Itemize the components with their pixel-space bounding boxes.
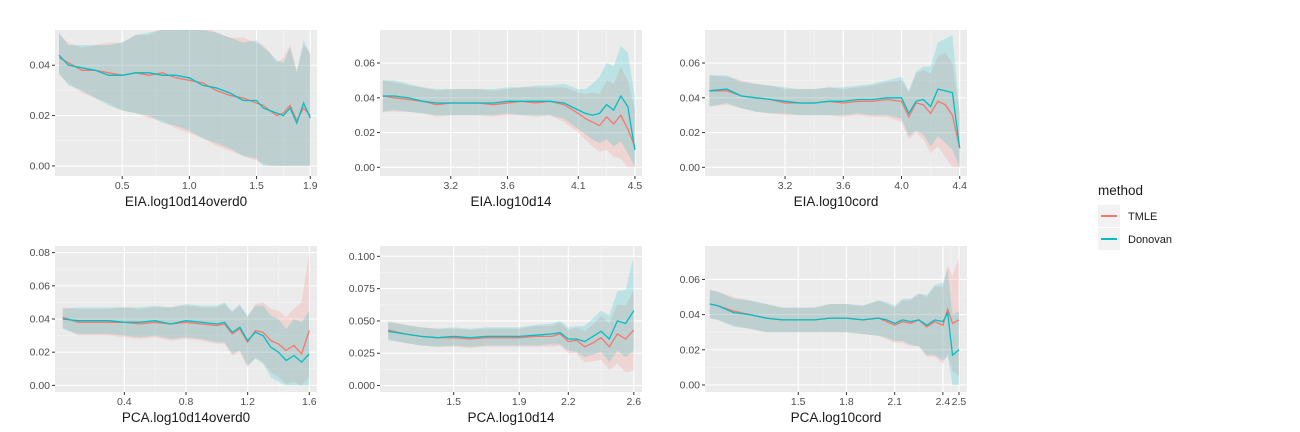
panel-1: 0.00 0.02 0.04 0.5 1.0 1.5 1.9 EIA.log10d14over…	[30, 30, 318, 209]
x-tick-label: 1.9	[512, 396, 527, 408]
y-tick-label: 0.00	[680, 379, 701, 391]
x-tick-label: 1.9	[303, 180, 318, 192]
x-tick-label: 4.1	[571, 180, 586, 192]
ribbon-donovan	[709, 268, 959, 385]
ribbon-tmle	[388, 289, 634, 373]
y-tick-label: 0.00	[30, 160, 51, 172]
panel-background	[55, 30, 317, 176]
series-line-tmle	[382, 95, 636, 147]
y-tick-label: 0.02	[30, 110, 51, 122]
panel-3: 0.00 0.02 0.04 0.06 3.2 3.6 4.0 4.4 EIA.log10cor…	[680, 30, 967, 209]
y-tick-label: 0.025	[349, 348, 375, 360]
y-tick-label: 0.04	[355, 92, 376, 104]
plot-area	[709, 35, 961, 168]
y-tick-label: 0.06	[30, 280, 51, 292]
panel-6: 0.00 0.02 0.04 0.06 1.5 1.8 2.1 2.4 2.5 PCA.log10…	[680, 246, 967, 425]
y-tick-label: 0.04	[680, 309, 701, 321]
y-tick-label: 0.08	[30, 247, 51, 259]
y-tick-label: 0.000	[349, 380, 375, 392]
plot-area	[709, 258, 960, 385]
x-axis-title: EIA.log10cord	[794, 194, 879, 209]
x-tick-label: 4.0	[894, 180, 909, 192]
y-tick-label: 0.02	[680, 127, 701, 139]
y-tick-label: 0.02	[355, 127, 376, 139]
x-tick-label: 1.6	[302, 396, 317, 408]
ribbon-tmle	[59, 30, 311, 166]
y-tick-label: 0.02	[30, 347, 51, 359]
panel-background	[380, 246, 642, 392]
ribbon-tmle	[62, 252, 310, 386]
x-tick-label: 2.6	[627, 396, 642, 408]
y-tick-label: 0.00	[355, 162, 376, 174]
plot-area	[388, 256, 635, 373]
x-tick-label: 1.5	[791, 396, 806, 408]
x-tick-label: 2.2	[561, 396, 576, 408]
x-tick-label: 2.4	[936, 396, 951, 408]
x-axis-title: PCA.log10d14overd0	[122, 410, 250, 425]
legend-title: method	[1098, 183, 1143, 198]
x-tick-label: 1.0	[182, 180, 197, 192]
y-tick-label: 0.04	[680, 92, 701, 104]
series-line-donovan	[382, 94, 636, 151]
y-tick-label: 0.06	[680, 274, 701, 286]
x-tick-label: 0.4	[117, 396, 132, 408]
legend: method TMLE Donovan	[1098, 183, 1172, 250]
y-tick-label: 0.00	[30, 380, 51, 392]
series-line-donovan	[58, 54, 311, 125]
x-tick-label: 3.2	[778, 180, 793, 192]
series-line-donovan	[62, 318, 310, 364]
legend-item-donovan: Donovan	[1098, 228, 1172, 250]
x-tick-label: 3.2	[444, 180, 459, 192]
x-axis-title: PCA.log10cord	[791, 410, 882, 425]
x-tick-label: 1.5	[446, 396, 461, 408]
x-tick-label: 1.5	[249, 180, 264, 192]
ribbon-tmle	[709, 258, 959, 377]
x-tick-label: 0.5	[115, 180, 130, 192]
ribbon-donovan	[388, 256, 634, 363]
legend-label-donovan: Donovan	[1128, 234, 1172, 246]
y-tick-label: 0.04	[30, 314, 51, 326]
panel-5: 0.000 0.025 0.050 0.075 0.100 1.5 1.9 2.2 2.6 PCA…	[349, 246, 642, 425]
y-tick-label: 0.075	[349, 283, 375, 295]
x-tick-label: 4.5	[628, 180, 643, 192]
x-tick-label: 1.2	[240, 396, 255, 408]
ribbon-tmle	[382, 66, 635, 168]
y-tick-label: 0.00	[680, 162, 701, 174]
x-tick-label: 0.8	[179, 396, 194, 408]
x-axis-title: PCA.log10d14	[467, 410, 555, 425]
ribbon-donovan	[59, 30, 311, 166]
x-tick-label: 3.6	[836, 180, 851, 192]
y-tick-label: 0.050	[349, 315, 375, 327]
panel-2: 0.00 0.02 0.04 0.06 3.2 3.6 4.1 4.5 EIA.log10d14	[355, 30, 643, 209]
y-tick-label: 0.06	[680, 58, 701, 70]
x-tick-label: 3.6	[500, 180, 515, 192]
ribbon-donovan	[62, 302, 310, 386]
legend-label-tmle: TMLE	[1128, 211, 1157, 223]
x-tick-label: 4.4	[952, 180, 967, 192]
panel-background	[705, 30, 967, 176]
plot-area	[62, 252, 310, 386]
legend-item-tmle: TMLE	[1098, 205, 1157, 227]
panel-4: 0.00 0.02 0.04 0.06 0.08 0.4 0.8 1.2 1.6 PCA.log1…	[30, 246, 317, 425]
chart-panels: 0.00 0.02 0.04 0.5 1.0 1.5 1.9 EIA.log10d14over…	[30, 30, 967, 425]
plot-area	[58, 30, 311, 166]
series-line-donovan	[709, 88, 961, 149]
x-tick-label: 2.5	[952, 396, 967, 408]
y-tick-label: 0.02	[680, 344, 701, 356]
ribbon-donovan	[382, 45, 635, 168]
x-tick-label: 1.8	[839, 396, 854, 408]
y-tick-label: 0.100	[349, 251, 375, 263]
x-tick-label: 2.1	[887, 396, 902, 408]
series-line-donovan	[388, 310, 635, 343]
ribbon-tmle	[709, 52, 960, 168]
y-tick-label: 0.04	[30, 60, 51, 72]
x-axis-title: EIA.log10d14	[470, 194, 552, 209]
x-axis-title: EIA.log10d14overd0	[125, 194, 247, 209]
series-line-donovan	[709, 303, 960, 357]
y-tick-label: 0.06	[355, 58, 376, 70]
plot-area	[382, 45, 636, 168]
